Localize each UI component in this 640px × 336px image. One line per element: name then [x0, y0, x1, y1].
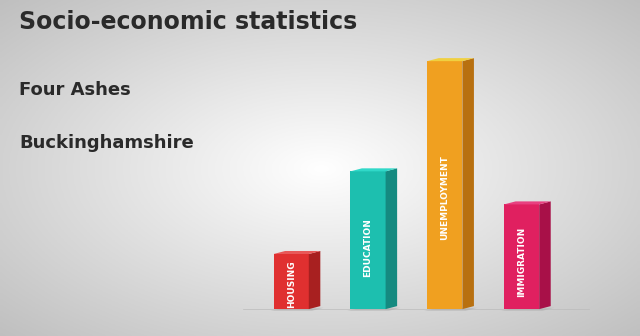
Polygon shape [500, 308, 554, 311]
Polygon shape [385, 168, 397, 309]
Polygon shape [274, 254, 309, 309]
Text: Four Ashes: Four Ashes [19, 81, 131, 99]
Polygon shape [504, 201, 550, 204]
Polygon shape [351, 171, 385, 309]
Text: HOUSING: HOUSING [287, 260, 296, 308]
Text: Buckinghamshire: Buckinghamshire [19, 134, 194, 153]
Polygon shape [347, 308, 401, 311]
Polygon shape [539, 201, 550, 309]
Polygon shape [274, 251, 321, 254]
Text: EDUCATION: EDUCATION [364, 218, 372, 277]
Polygon shape [309, 251, 321, 309]
Text: UNEMPLOYMENT: UNEMPLOYMENT [440, 155, 449, 240]
Polygon shape [428, 61, 462, 309]
Polygon shape [270, 308, 324, 311]
Polygon shape [462, 58, 474, 309]
Polygon shape [504, 204, 539, 309]
Polygon shape [351, 168, 397, 171]
Text: Socio-economic statistics: Socio-economic statistics [19, 10, 358, 34]
Polygon shape [424, 308, 477, 311]
Text: IMMIGRATION: IMMIGRATION [517, 227, 526, 297]
Polygon shape [428, 58, 474, 61]
